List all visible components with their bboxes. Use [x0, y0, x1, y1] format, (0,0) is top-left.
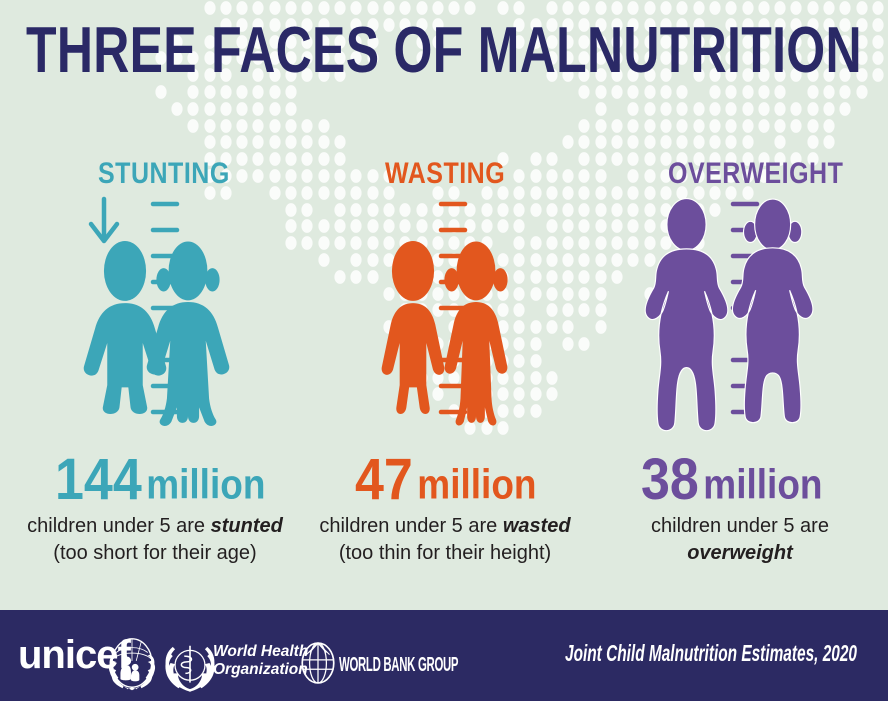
svg-text:Organization: Organization — [213, 661, 308, 678]
svg-text:WORLD BANK GROUP: WORLD BANK GROUP — [339, 654, 459, 676]
svg-text:World Health: World Health — [213, 643, 308, 660]
